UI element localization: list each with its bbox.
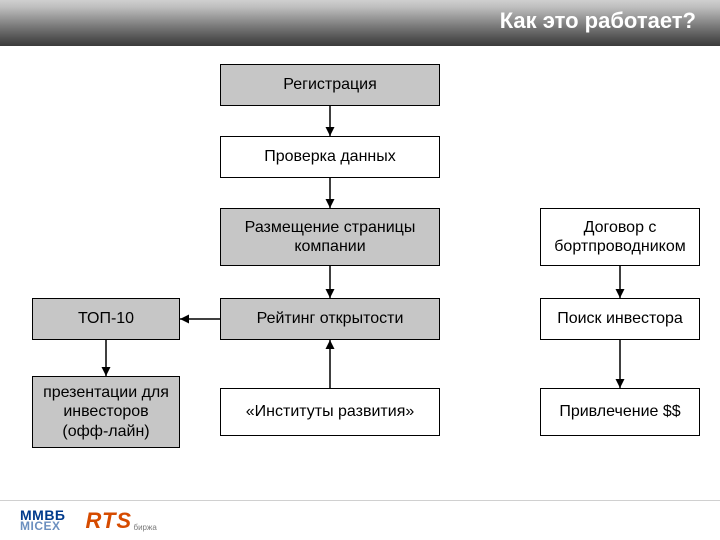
logo-rts-sub: биржа bbox=[134, 523, 157, 532]
node-search: Поиск инвестора bbox=[540, 298, 700, 340]
logo-mmvb-en: MICEX bbox=[20, 521, 66, 532]
node-inst: «Институты развития» bbox=[220, 388, 440, 436]
footer: ММВБ MICEX RTS биржа bbox=[0, 500, 720, 540]
node-pres: презентации для инвесторов (офф-лайн) bbox=[32, 376, 180, 448]
node-rating: Рейтинг открытости bbox=[220, 298, 440, 340]
node-contract: Договор с бортпроводником bbox=[540, 208, 700, 266]
node-check: Проверка данных bbox=[220, 136, 440, 178]
node-reg: Регистрация bbox=[220, 64, 440, 106]
flowchart-canvas: Регистрация Проверка данных Размещение стр… bbox=[0, 46, 720, 500]
page-title: Как это работает? bbox=[500, 8, 696, 34]
header-band: Как это работает? bbox=[0, 0, 720, 46]
node-top10: ТОП-10 bbox=[32, 298, 180, 340]
node-attract: Привлечение $$ bbox=[540, 388, 700, 436]
logo-rts: RTS биржа bbox=[86, 508, 133, 534]
logo-rts-text: RTS bbox=[86, 508, 133, 533]
logo-mmvb: ММВБ MICEX bbox=[20, 509, 66, 532]
node-page: Размещение страницы компании bbox=[220, 208, 440, 266]
